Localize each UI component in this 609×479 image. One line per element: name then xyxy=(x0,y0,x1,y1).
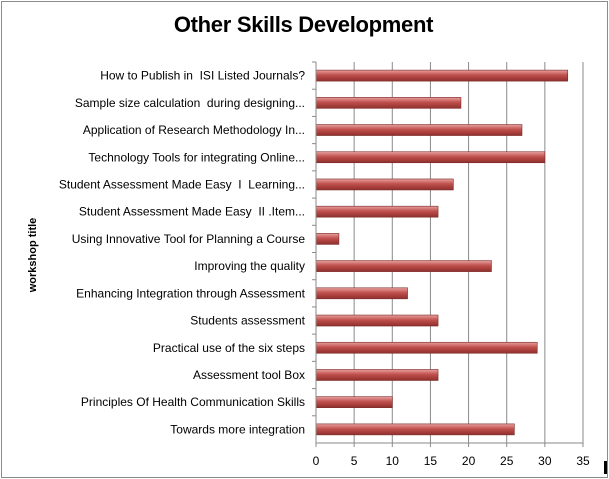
category-label: Towards more integration xyxy=(170,422,305,436)
bar xyxy=(315,423,515,436)
bar xyxy=(315,205,439,218)
x-tick-label: 25 xyxy=(500,454,514,468)
bar xyxy=(315,178,454,191)
category-label: Application of Research Methodology In..… xyxy=(83,123,305,137)
bar xyxy=(315,369,439,381)
x-tick-labels: 0 5 10 15 20 25 30 35 xyxy=(313,454,590,468)
x-tick-label: 5 xyxy=(351,454,358,468)
bar xyxy=(315,260,492,272)
category-label: How to Publish in ISI Listed Journals? xyxy=(100,69,305,83)
frame-corner-mark xyxy=(604,461,607,474)
bar xyxy=(315,124,523,136)
category-labels: How to Publish in ISI Listed Journals? Sa… xyxy=(59,69,306,437)
axes xyxy=(312,61,584,447)
x-tick-label: 30 xyxy=(538,454,552,468)
x-tick-label: 35 xyxy=(576,454,590,468)
x-tick-label: 0 xyxy=(313,454,320,468)
chart-title: Other Skills Development xyxy=(173,12,434,37)
bar xyxy=(315,287,408,300)
category-label: Students assessment xyxy=(190,314,305,328)
bar xyxy=(315,233,340,245)
x-tick-label: 15 xyxy=(424,454,438,468)
bar xyxy=(315,97,462,109)
x-tick-label: 20 xyxy=(462,454,476,468)
category-label: Assessment tool Box xyxy=(193,368,305,382)
category-label: Improving the quality xyxy=(194,259,305,273)
category-label: Student Assessment Made Easy II .Item... xyxy=(79,205,305,219)
category-label: Technology Tools for integrating Online.… xyxy=(88,150,305,164)
bar xyxy=(315,396,393,408)
bar xyxy=(315,151,546,164)
x-tick-label: 10 xyxy=(386,454,400,468)
category-label: Using Innovative Tool for Planning a Cou… xyxy=(72,232,306,246)
category-label: Student Assessment Made Easy I Learning.… xyxy=(59,177,305,191)
bar xyxy=(315,341,538,354)
category-label: Enhancing Integration through Assessment xyxy=(76,286,305,300)
bar xyxy=(315,314,439,327)
category-label: Practical use of the six steps xyxy=(153,341,305,355)
bars xyxy=(315,69,569,436)
category-label: Sample size calculation during designing… xyxy=(75,96,305,110)
category-label: Principles Of Health Communication Skill… xyxy=(81,395,305,409)
bar xyxy=(315,69,569,82)
gridlines xyxy=(353,62,584,443)
